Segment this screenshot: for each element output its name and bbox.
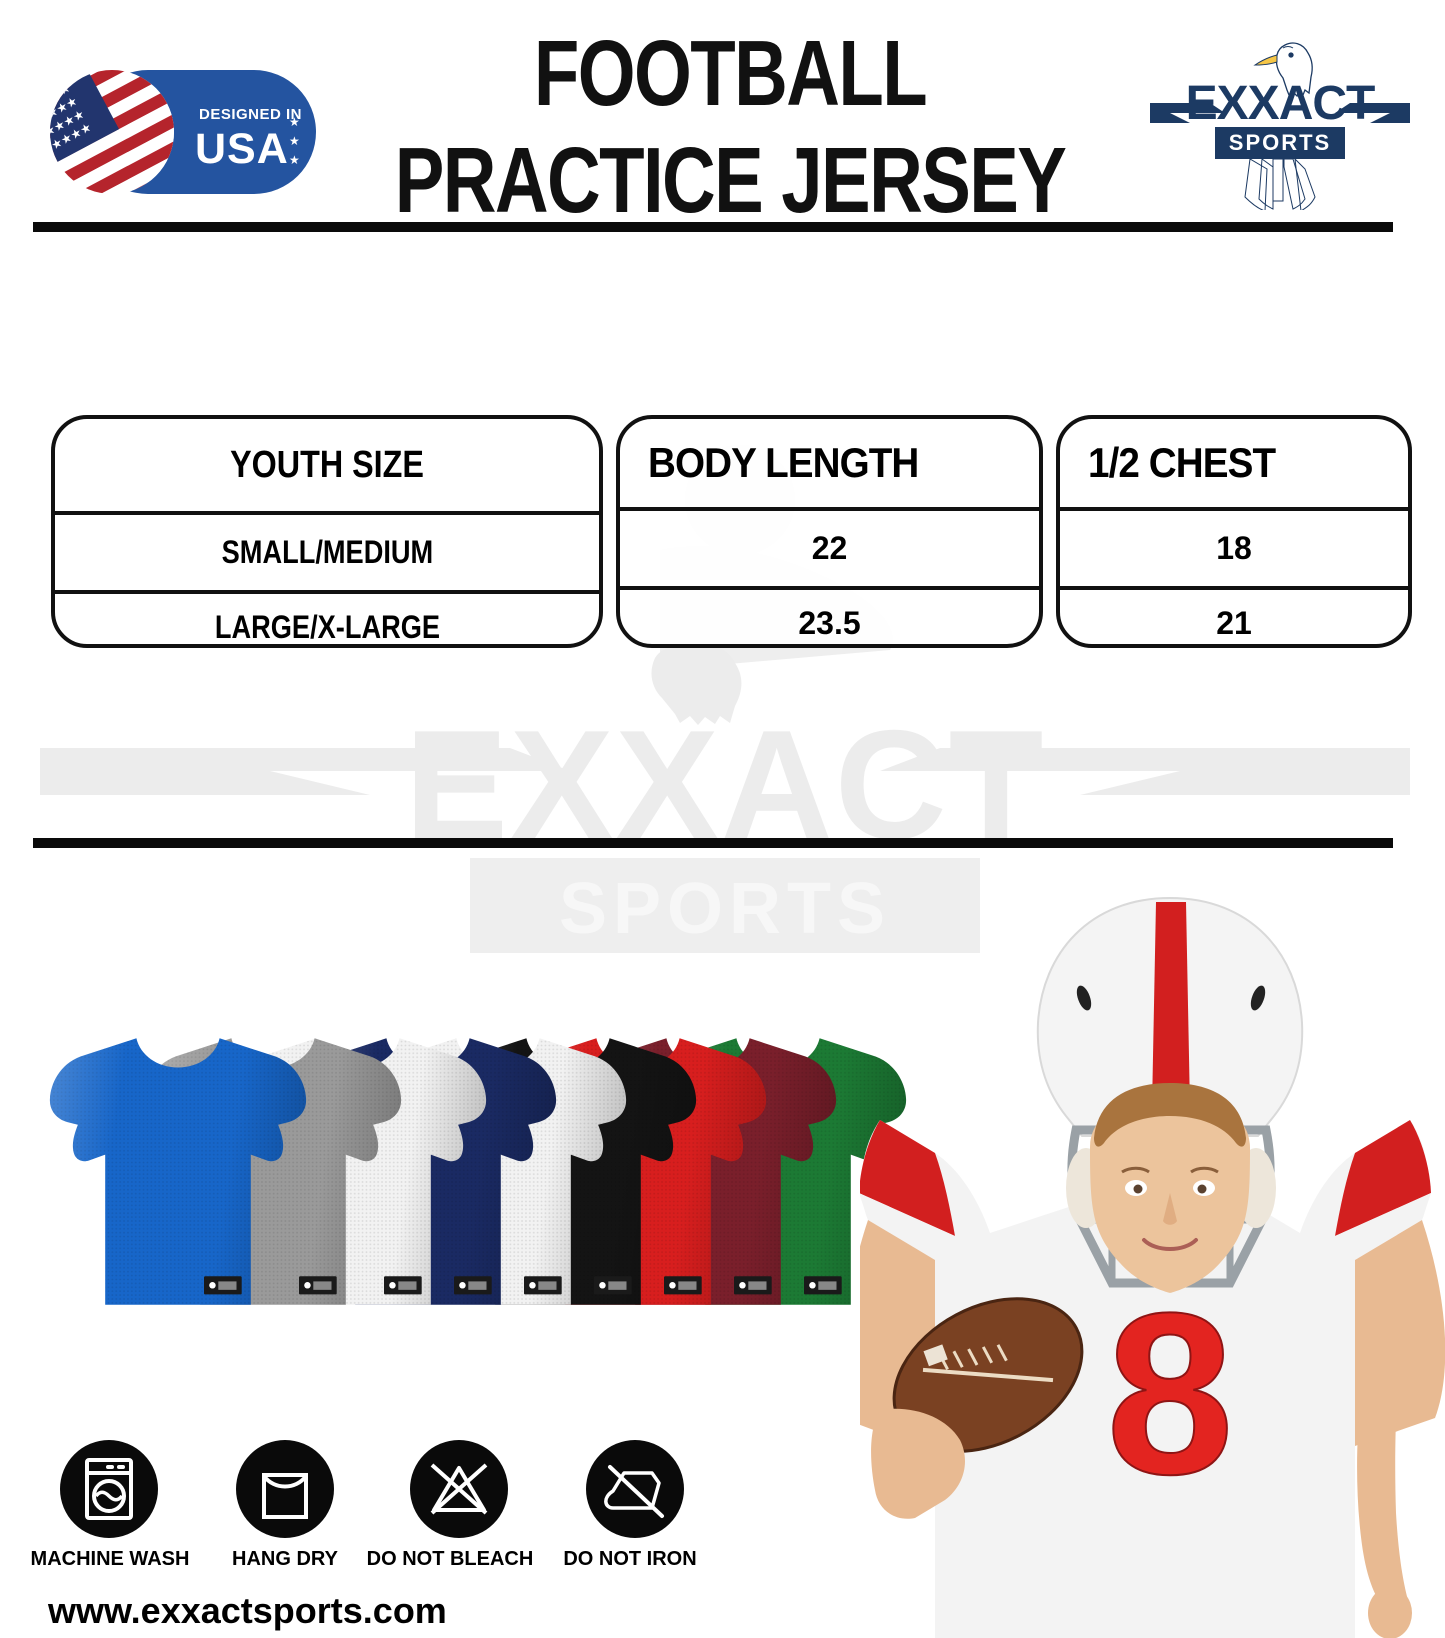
svg-text:SPORTS: SPORTS — [1229, 130, 1331, 155]
svg-text:8: 8 — [1106, 1265, 1234, 1522]
svg-text:DESIGNED IN: DESIGNED IN — [199, 106, 302, 123]
svg-text:EXXACT: EXXACT — [1186, 77, 1375, 130]
svg-text:★: ★ — [289, 153, 300, 167]
svg-text:SPORTS: SPORTS — [559, 869, 891, 949]
svg-text:USA: USA — [195, 125, 289, 173]
svg-text:★: ★ — [289, 115, 300, 129]
svg-text:★: ★ — [289, 134, 300, 148]
